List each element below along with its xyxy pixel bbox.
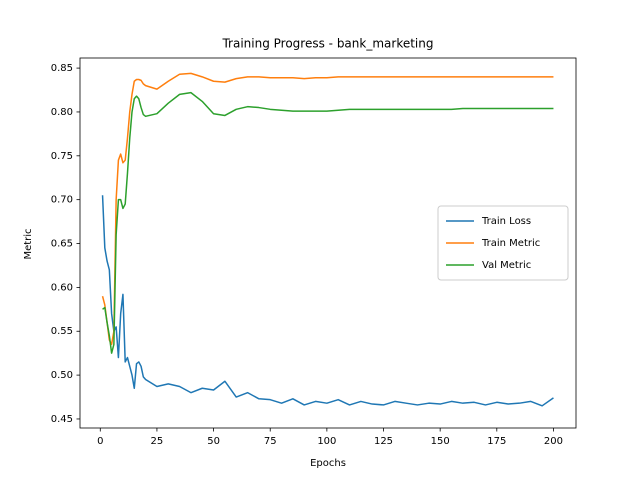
y-tick-label: 0.55 — [51, 326, 73, 337]
x-tick-label: 175 — [487, 436, 506, 447]
x-tick-label: 125 — [374, 436, 393, 447]
x-tick-label: 25 — [151, 436, 164, 447]
y-tick-label: 0.65 — [51, 239, 73, 250]
y-tick-label: 0.60 — [51, 282, 73, 293]
x-tick-label: 0 — [97, 436, 103, 447]
x-axis-label: Epochs — [310, 458, 346, 469]
y-tick-label: 0.75 — [51, 151, 73, 162]
line-series — [102, 91, 554, 354]
y-tick-label: 0.70 — [51, 195, 73, 206]
y-axis-label: Metric — [23, 228, 34, 259]
x-tick-label: 75 — [264, 436, 277, 447]
plot-frame — [79, 57, 577, 429]
x-tick-label: 150 — [431, 436, 450, 447]
legend-label: Train Metric — [481, 238, 540, 249]
y-tick-label: 0.80 — [51, 107, 73, 118]
legend-label: Train Loss — [481, 216, 531, 227]
y-tick-label: 0.50 — [51, 370, 73, 381]
x-tick-label: 100 — [317, 436, 336, 447]
y-tick-label: 0.85 — [51, 63, 73, 74]
y-tick-label: 0.45 — [51, 414, 73, 425]
x-tick-label: 200 — [544, 436, 563, 447]
line-series — [101, 195, 554, 407]
chart-title: Training Progress - bank_marketing — [221, 37, 433, 51]
legend-box — [437, 205, 569, 281]
x-tick-label: 50 — [207, 436, 220, 447]
line-series — [101, 72, 554, 346]
legend-label: Val Metric — [482, 260, 531, 271]
